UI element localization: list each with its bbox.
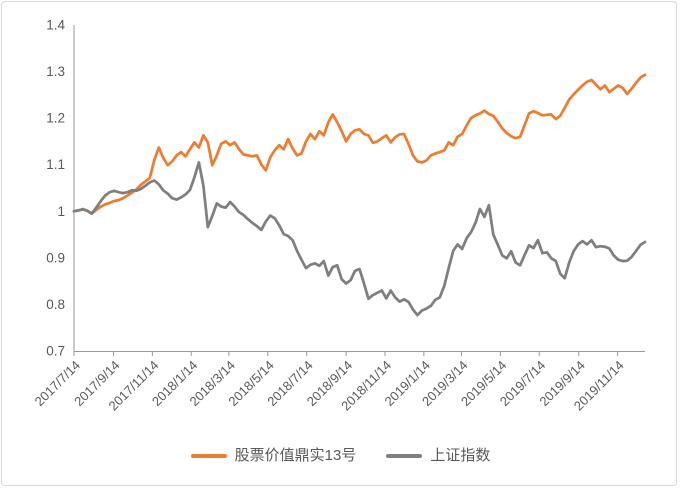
y-axis-tick-label: 1.1: [46, 157, 65, 172]
y-axis-tick-label: 0.8: [46, 297, 65, 312]
fund-legend-label: 股票价值鼎实13号: [234, 447, 357, 464]
legend-item-index[interactable]: 上证指数: [386, 448, 490, 463]
chart-frame: 0.7 0.8 0.9 1 1.1 1.2 1.3 1.4 2017/7/14 2017/9/14…: [1, 1, 677, 486]
y-axis-tick-label: 1.2: [46, 111, 65, 126]
legend: 股票价值鼎实13号 上证指数: [2, 448, 679, 463]
y-axis-tick-label: 0.9: [46, 250, 65, 265]
y-axis-tick-label: 1.3: [46, 64, 65, 79]
index-line-swatch: [386, 453, 423, 458]
y-axis-tick-label: 1: [57, 204, 65, 219]
index-series-line: [72, 161, 647, 317]
legend-item-fund[interactable]: 股票价值鼎实13号: [190, 447, 357, 464]
fund-line-swatch: [190, 453, 227, 458]
y-axis-tick-label: 0.7: [46, 344, 65, 359]
fund-series-line: [72, 73, 647, 215]
y-axis-tick-label: 1.4: [46, 18, 65, 33]
index-legend-label: 上证指数: [430, 447, 491, 464]
